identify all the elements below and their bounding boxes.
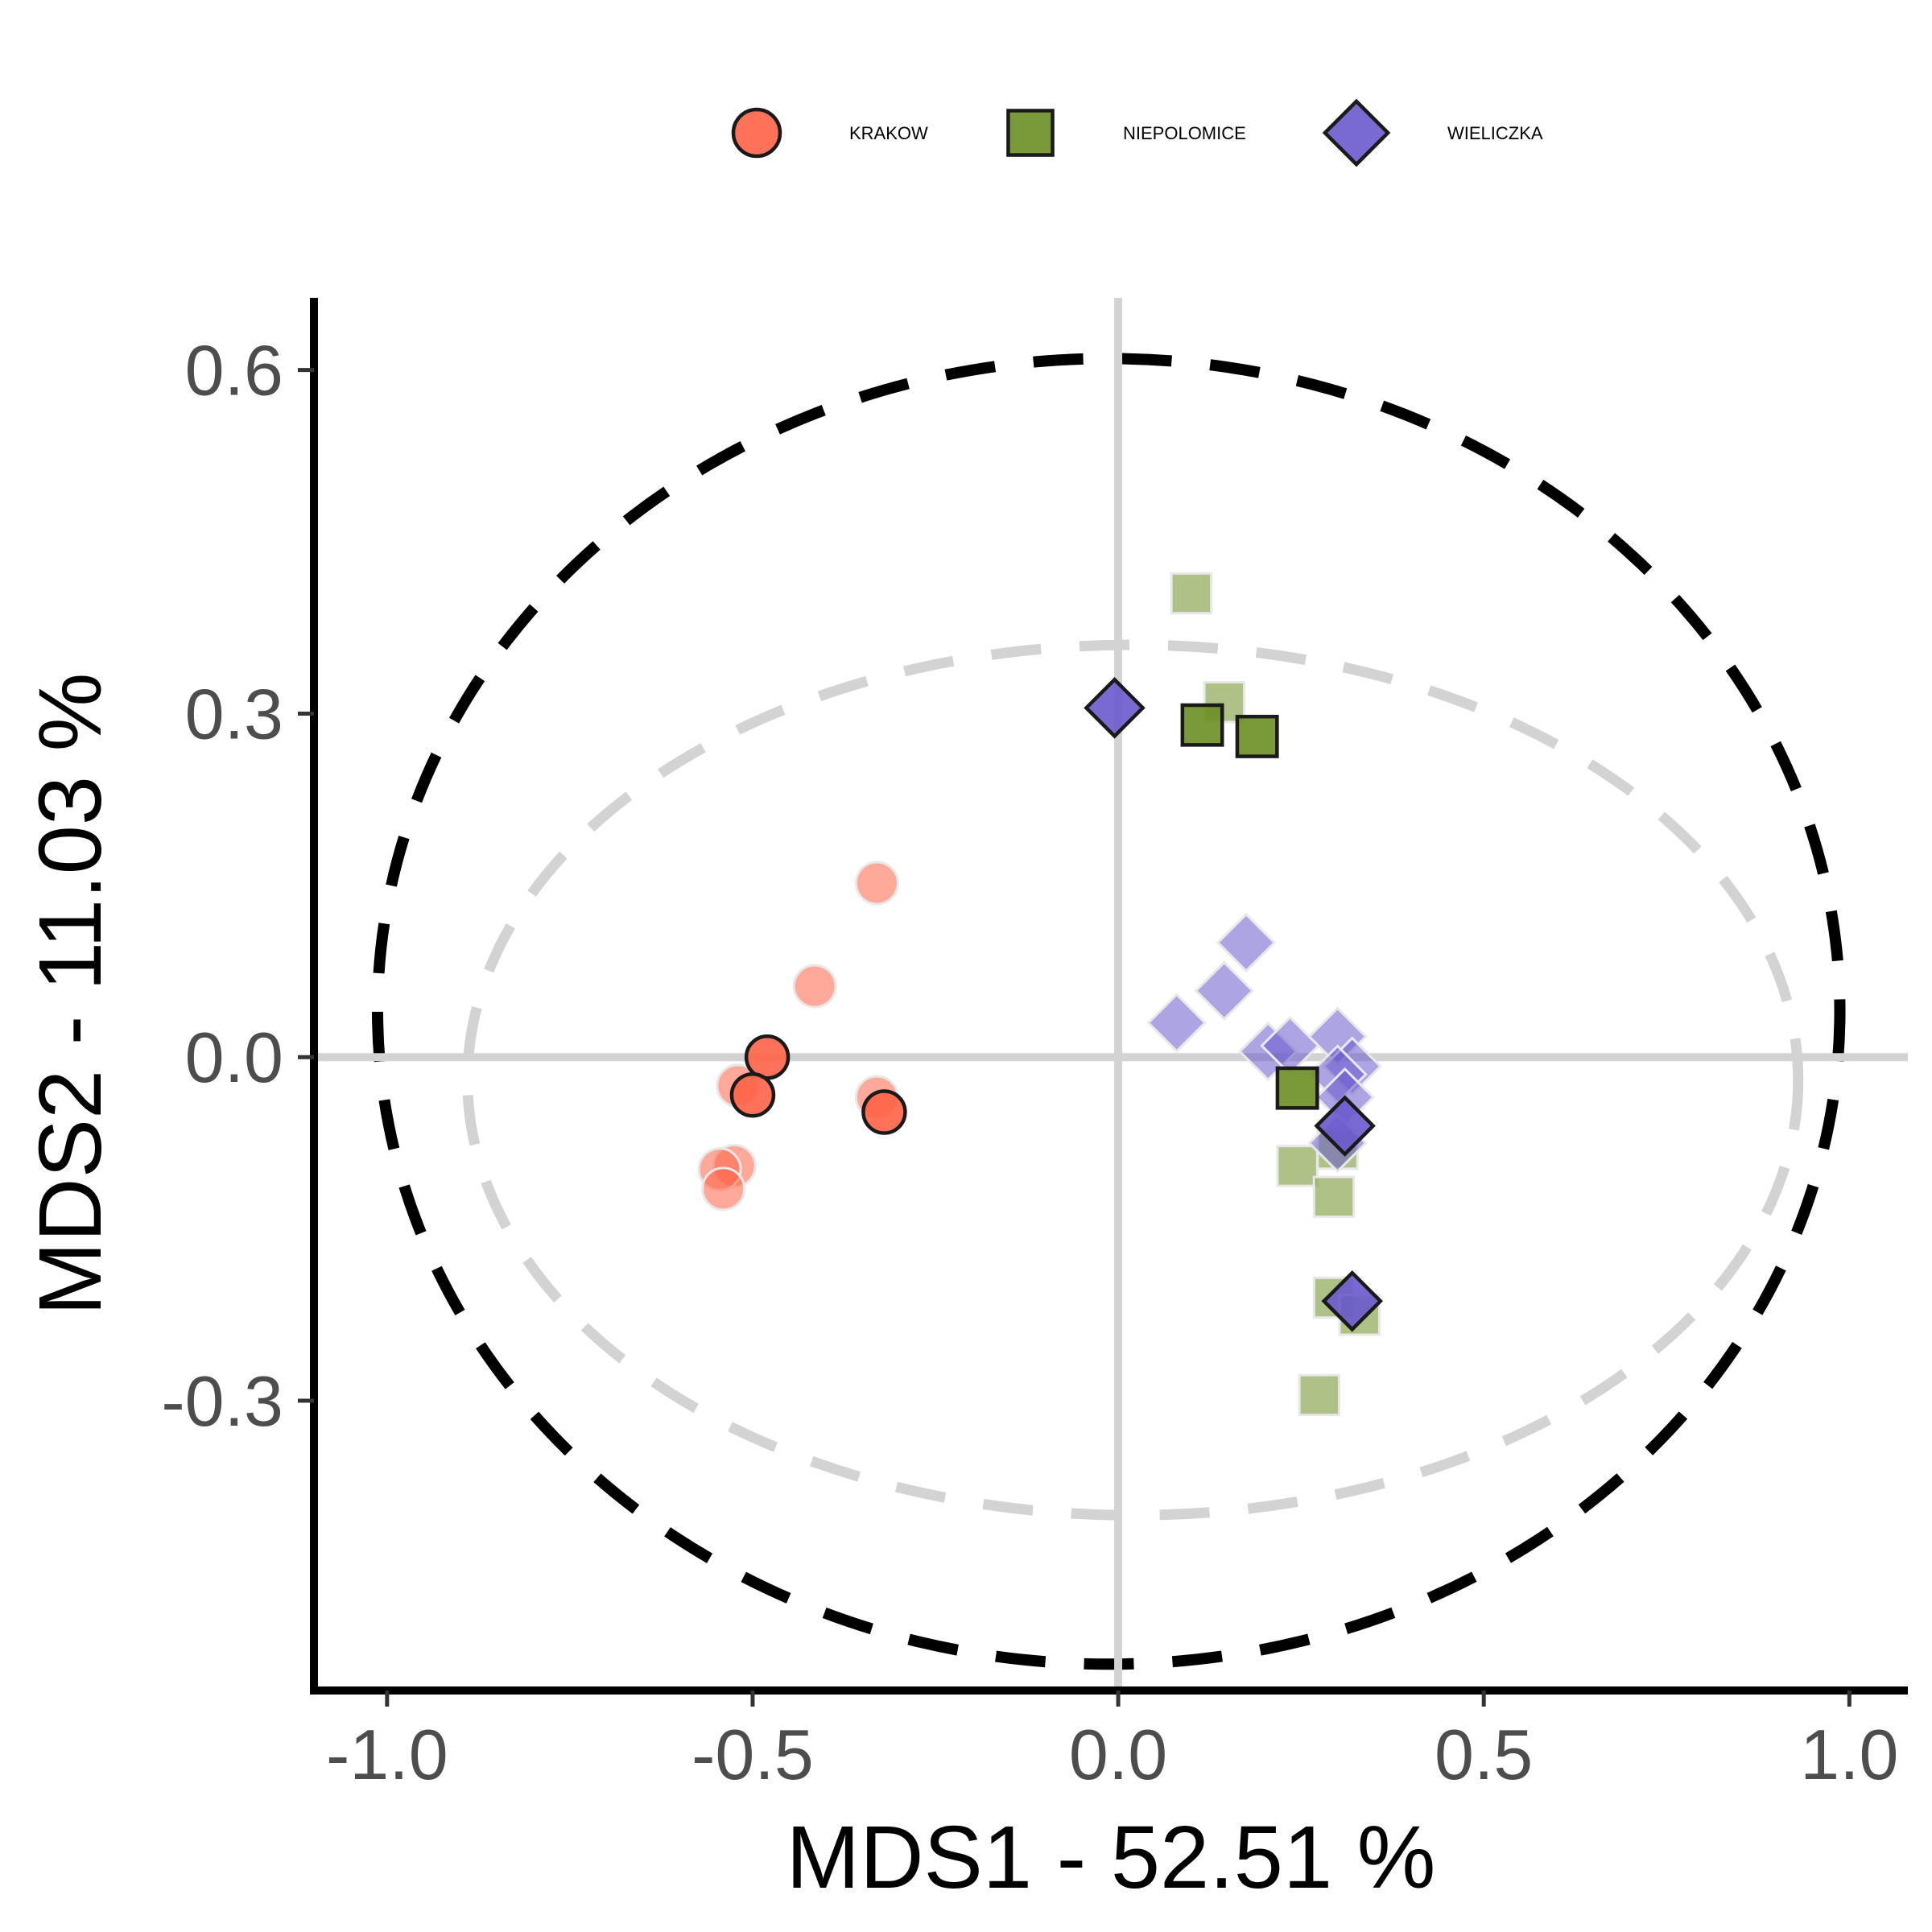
ellipse-layer	[372, 353, 1846, 1670]
wieliczka-point-0	[1084, 677, 1146, 739]
legend-marker-wieliczka	[1322, 98, 1391, 167]
wieliczka-point-2	[1321, 1270, 1384, 1332]
x-tick-label-4: 1.0	[1800, 1715, 1898, 1794]
legend-label-niepolomice: NIEPOLOMICE	[1123, 123, 1246, 143]
niepolomice-point-2	[1275, 1066, 1319, 1110]
y-tick-label-0: 0.6	[185, 331, 283, 411]
confidence-ellipse-1	[372, 353, 1846, 1670]
wieliczka-point-1	[1314, 1095, 1376, 1157]
legend-label-krakow: KRAKOW	[849, 123, 928, 143]
y-axis-title: MDS2 - 11.03 %	[21, 673, 120, 1316]
reference-lines	[314, 298, 1908, 1690]
y-tick-label-2: 0.0	[185, 1018, 283, 1097]
y-tick-label-3: -0.3	[161, 1361, 283, 1441]
krakow-point-0	[744, 1034, 791, 1080]
x-tick-label-0: -1.0	[326, 1715, 448, 1794]
wieliczka-faded-point-1	[1194, 960, 1255, 1021]
legend-marker-krakow	[731, 107, 782, 159]
niepolomice-point-1	[1235, 714, 1279, 758]
niepolomice-faded-point-4	[1312, 1175, 1356, 1219]
krakow-faded-point-6	[701, 1166, 746, 1212]
legend: KRAKOW NIEPOLOMICE WIELICZKA	[731, 98, 1543, 167]
faded-points-layer	[697, 572, 1382, 1417]
highlighted-points-layer	[729, 677, 1384, 1332]
krakow-point-1	[729, 1071, 776, 1118]
legend-marker-niepolomice	[1006, 109, 1055, 157]
krakow-faded-point-0	[854, 861, 899, 906]
x-axis-title: MDS1 - 52.51 %	[786, 1808, 1435, 1907]
niepolomice-point-0	[1180, 703, 1224, 747]
x-tick-label-1: -0.5	[691, 1715, 814, 1794]
x-tick-label-3: 0.5	[1435, 1715, 1533, 1794]
y-tick-label-1: 0.3	[185, 674, 283, 753]
wieliczka-faded-point-2	[1146, 993, 1207, 1053]
niepolomice-faded-point-0	[1170, 572, 1213, 615]
confidence-ellipse-2	[462, 639, 1804, 1521]
krakow-point-2	[861, 1089, 907, 1135]
niepolomice-faded-point-7	[1298, 1373, 1341, 1417]
legend-label-wieliczka: WIELICZKA	[1447, 123, 1543, 143]
wieliczka-faded-point-0	[1216, 912, 1277, 973]
krakow-faded-point-1	[792, 964, 837, 1009]
x-tick-label-2: 0.0	[1069, 1715, 1167, 1794]
axes: -1.0 -0.5 0.0 0.5 1.0 0.6 0.3 0.0 -0.3	[161, 298, 1908, 1794]
niepolomice-faded-point-2	[1276, 1145, 1319, 1187]
